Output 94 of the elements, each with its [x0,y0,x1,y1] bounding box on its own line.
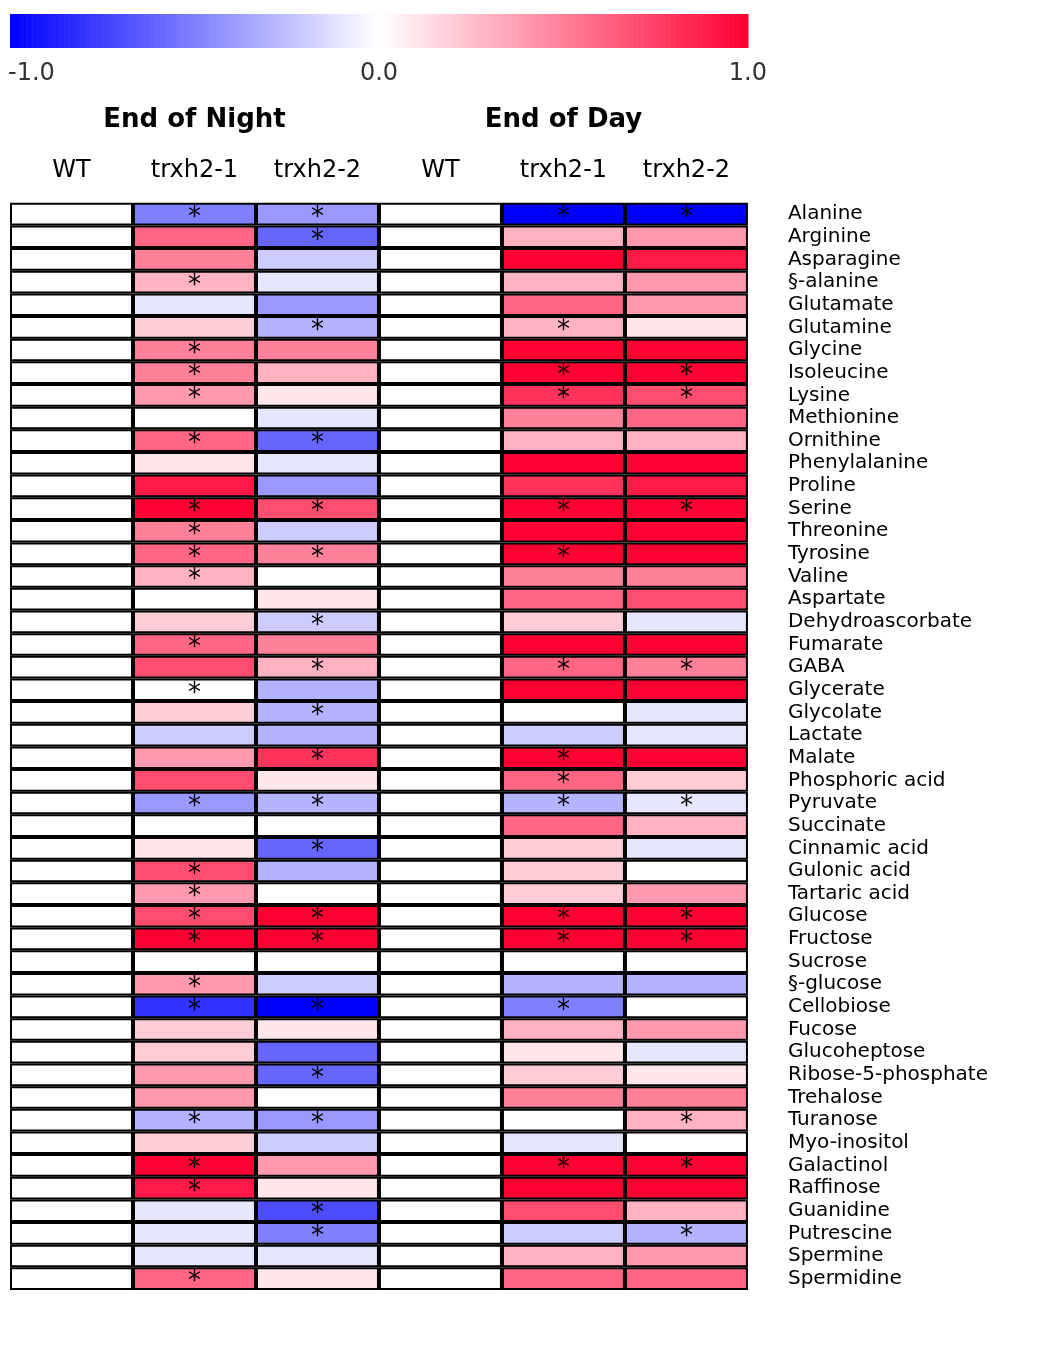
y-tick-label: Aspartate [787,585,886,610]
x-tick-label: trxh2-2 [273,154,362,183]
data-label: * [679,1106,693,1137]
y-tick-label: Ornithine [787,426,881,451]
y-tick-label: Cinnamic acid [787,834,929,859]
data-label: * [310,653,324,684]
y-tick-label: Methionine [787,404,900,429]
data-label: * [187,1265,201,1296]
y-tick-label: Tartaric acid [786,879,911,904]
data-label: * [187,631,201,662]
data-label: * [187,200,201,231]
y-tick-label: Glucose [787,902,868,927]
data-label: * [310,540,324,571]
y-tick-label: Spermidine [787,1264,902,1289]
x-tick-label: trxh2-1 [150,154,239,183]
y-tick-label: Glutamine [787,313,892,338]
y-tick-label: Tyrosine [786,540,870,565]
data-label: * [679,495,693,526]
x-tick-label: trxh2-1 [519,154,608,183]
data-label: * [310,789,324,820]
data-label: * [679,653,693,684]
data-label: * [187,427,201,458]
data-label: * [310,699,324,730]
y-tick-label: Galactinol [787,1151,889,1176]
color-bar-label: 1.0 [728,58,768,87]
data-label: * [310,495,324,526]
y-tick-label: §-glucose [787,970,883,995]
data-label: * [556,540,570,571]
data-label: * [310,835,324,866]
y-tick-label: Asparagine [787,245,901,270]
text: End of Night [103,102,286,133]
data-label: * [556,200,570,231]
y-tick-label: Glucoheptose [787,1038,926,1063]
y-tick-label: Glycine [787,336,863,361]
y-tick-label: Alanine [787,200,863,225]
y-tick-label: Spermine [787,1242,884,1267]
y-tick-label: Ribose-5-phosphate [787,1061,989,1086]
y-tick-label: Glutamate [787,290,894,315]
data-label: * [679,1220,693,1251]
y-tick-label: Fructose [787,925,873,950]
data-label: * [310,608,324,639]
y-tick-label: Lysine [787,381,851,406]
y-tick-label: Raffinose [787,1174,881,1199]
y-tick-label: Glycerate [787,675,885,700]
data-label: * [187,1106,201,1137]
data-label: * [187,789,201,820]
data-label: * [187,268,201,299]
x-tick-label: trxh2-2 [642,154,731,183]
y-tick-label: Isoleucine [787,358,889,383]
data-label: * [679,200,693,231]
x-tick-label: WT [52,154,92,183]
y-tick-label: Gulonic acid [787,857,911,882]
data-label: * [310,993,324,1024]
y-tick-label: Fucose [787,1015,857,1040]
y-tick-label: Serine [787,494,852,519]
y-tick-label: Valine [787,562,849,587]
y-tick-label: Succinate [787,811,886,836]
data-label: * [556,495,570,526]
text: End of Day [484,102,643,133]
y-tick-label: Cellobiose [787,993,891,1018]
y-tick-label: Guanidine [787,1196,890,1221]
y-tick-label: Trehalose [786,1083,883,1108]
x-tick-label: WT [421,154,460,183]
data-label: * [679,1152,693,1183]
color-bar-label: 0.0 [359,58,399,87]
data-label: * [310,744,324,775]
y-tick-label: Fumarate [787,630,884,655]
data-label: * [556,1152,570,1183]
data-label: * [556,314,570,345]
y-tick-label: Myo-inositol [787,1128,909,1153]
y-tick-label: Lactate [787,721,863,746]
y-tick-label: Malate [787,743,856,768]
data-label: * [310,1061,324,1092]
data-label: * [310,314,324,345]
color-bar-label: -1.0 [8,58,55,87]
data-label: * [679,789,693,820]
y-tick-label: Phenylalanine [787,449,929,474]
data-label: * [556,993,570,1024]
y-tick-label: §-alanine [787,268,879,293]
y-tick-label: Glycolate [787,698,883,723]
y-tick-label: Threonine [786,517,889,542]
y-tick-label: Arginine [787,222,871,247]
data-label: * [556,653,570,684]
data-label: * [310,1106,324,1137]
y-tick-label: Sucrose [787,947,868,972]
y-tick-label: Putrescine [787,1219,893,1244]
data-label: * [187,676,201,707]
y-tick-label: Turanose [786,1106,878,1131]
y-tick-label: Phosphoric acid [787,766,946,791]
y-tick-label: GABA [787,653,845,678]
y-tick-label: Pyruvate [787,789,877,814]
data-label: * [310,427,324,458]
y-tick-label: Dehydroascorbate [787,608,973,633]
y-tick-label: Proline [787,472,856,497]
